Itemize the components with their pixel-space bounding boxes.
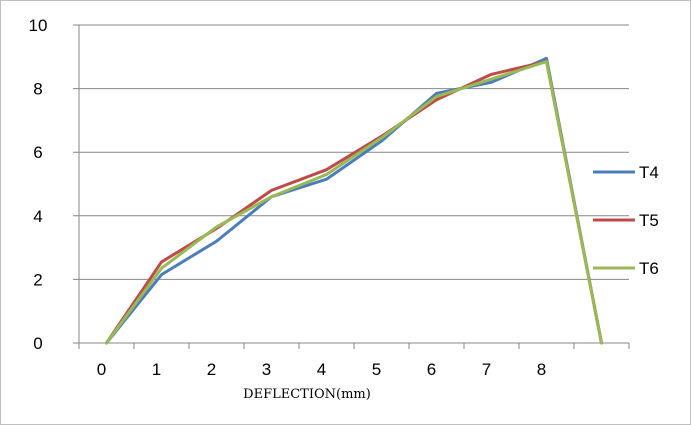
legend-label-t6: T6 — [639, 259, 659, 278]
y-tick-label: 0 — [33, 334, 42, 353]
axes — [78, 25, 630, 349]
y-tick-labels: 0 2 4 6 8 10 — [29, 16, 48, 353]
legend-label-t5: T5 — [639, 211, 659, 230]
x-tick-label: 1 — [152, 360, 161, 379]
legend: T4 T5 T6 — [593, 163, 659, 278]
x-tick-label: 4 — [317, 360, 326, 379]
y-tick-label: 2 — [33, 270, 42, 289]
y-tick-label: 8 — [33, 80, 42, 99]
gridlines — [73, 24, 629, 344]
x-tick-label: 8 — [537, 360, 546, 379]
series-line-t6 — [105, 60, 603, 345]
x-tick-label: 2 — [207, 360, 216, 379]
legend-label-t4: T4 — [639, 163, 659, 182]
series-line-t5 — [105, 60, 603, 345]
x-tick-label: 6 — [427, 360, 436, 379]
x-axis-title: DEFLECTION(mm) — [243, 387, 371, 402]
series-line-t4 — [105, 56, 603, 345]
x-tick-label: 0 — [97, 360, 106, 379]
x-tick-label: 7 — [482, 360, 491, 379]
x-tick-label: 3 — [262, 360, 271, 379]
x-tick-label: 5 — [372, 360, 381, 379]
y-tick-label: 6 — [33, 143, 42, 162]
y-tick-label: 10 — [29, 16, 48, 35]
y-tick-label: 4 — [33, 207, 42, 226]
series-lines — [105, 56, 603, 345]
x-tick-labels: 0 1 2 3 4 5 6 7 8 — [97, 360, 546, 379]
